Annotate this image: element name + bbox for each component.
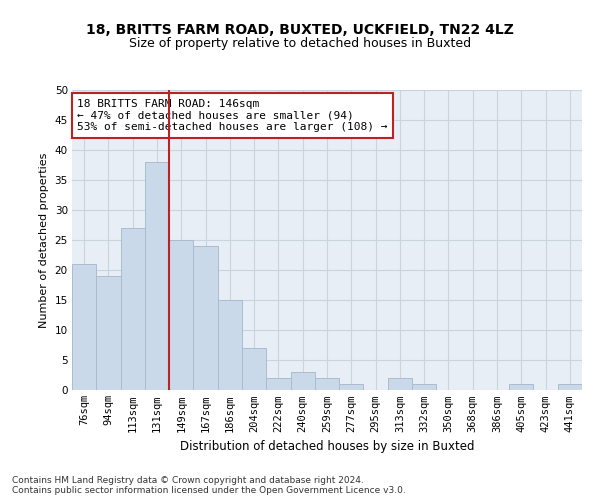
Bar: [558, 384, 582, 390]
Bar: [266, 378, 290, 390]
Bar: [218, 300, 242, 390]
Bar: [145, 162, 169, 390]
X-axis label: Distribution of detached houses by size in Buxted: Distribution of detached houses by size …: [180, 440, 474, 453]
Bar: [121, 228, 145, 390]
Text: Contains HM Land Registry data © Crown copyright and database right 2024.
Contai: Contains HM Land Registry data © Crown c…: [12, 476, 406, 495]
Bar: [169, 240, 193, 390]
Text: Size of property relative to detached houses in Buxted: Size of property relative to detached ho…: [129, 38, 471, 51]
Bar: [72, 264, 96, 390]
Text: 18 BRITTS FARM ROAD: 146sqm
← 47% of detached houses are smaller (94)
53% of sem: 18 BRITTS FARM ROAD: 146sqm ← 47% of det…: [77, 99, 388, 132]
Bar: [315, 378, 339, 390]
Bar: [388, 378, 412, 390]
Y-axis label: Number of detached properties: Number of detached properties: [39, 152, 49, 328]
Bar: [509, 384, 533, 390]
Bar: [96, 276, 121, 390]
Bar: [339, 384, 364, 390]
Bar: [412, 384, 436, 390]
Bar: [193, 246, 218, 390]
Bar: [290, 372, 315, 390]
Text: 18, BRITTS FARM ROAD, BUXTED, UCKFIELD, TN22 4LZ: 18, BRITTS FARM ROAD, BUXTED, UCKFIELD, …: [86, 22, 514, 36]
Bar: [242, 348, 266, 390]
